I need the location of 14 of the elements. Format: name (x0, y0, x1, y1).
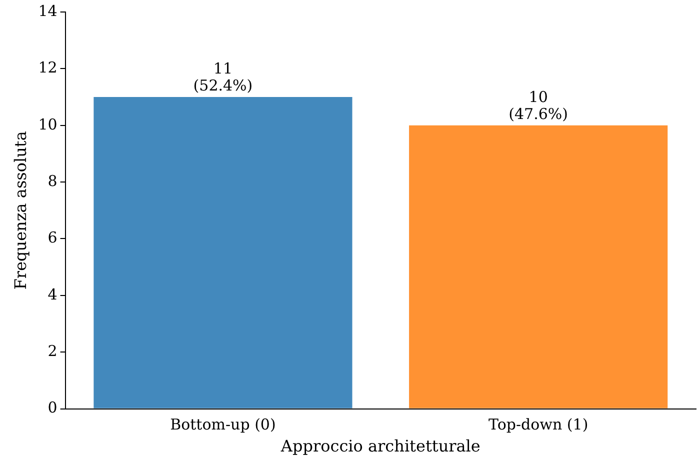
y-tick-label: 10 (38, 115, 58, 134)
y-tick-label: 8 (48, 172, 58, 190)
y-tick-label: 4 (48, 285, 58, 304)
y-tick-label: 12 (38, 58, 58, 77)
x-tick-label: Bottom-up (0) (170, 416, 276, 434)
x-axis-title: Approccio architetturale (280, 436, 480, 456)
x-tick-label: Top-down (1) (488, 416, 588, 434)
y-tick-label: 14 (38, 2, 58, 20)
y-axis-title: Frequenza assoluta (10, 130, 30, 290)
y-tick-label: 6 (48, 228, 58, 247)
data-label: 10 (47.6%) (508, 88, 568, 123)
data-label: 11 (52.4%) (193, 59, 253, 94)
y-tick-label: 2 (48, 342, 58, 360)
y-tick-label: 0 (48, 398, 58, 417)
